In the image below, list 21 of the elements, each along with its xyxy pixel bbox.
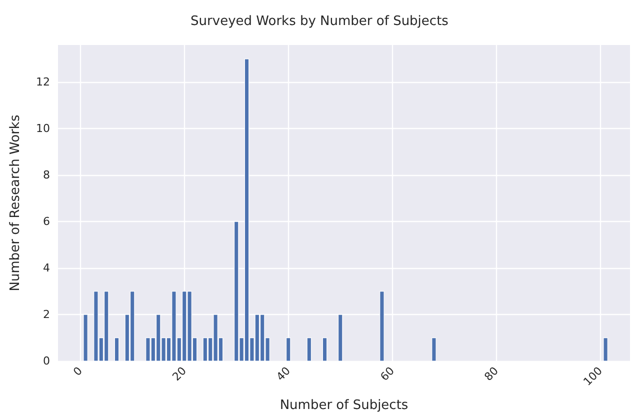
x-tick-label: 80 [482, 364, 501, 384]
y-tick-label: 12 [36, 76, 50, 89]
y-tick-label: 10 [36, 122, 50, 136]
x-tick-label: 20 [170, 364, 189, 384]
x-tick-label: 40 [274, 364, 293, 384]
chart-title: Surveyed Works by Number of Subjects [190, 14, 449, 29]
bar [432, 337, 436, 362]
bar [114, 337, 120, 362]
bar [306, 337, 312, 362]
y-tick-label: 8 [43, 168, 50, 182]
x-tick-label: 0 [70, 364, 85, 379]
bar [322, 337, 328, 362]
x-tick-label: 60 [378, 364, 397, 384]
y-tick-label: 0 [43, 354, 50, 368]
x-tick-label: 100 [580, 364, 605, 388]
bar [603, 337, 608, 362]
y-tick-label: 2 [43, 308, 50, 322]
y-tick-label: 6 [43, 215, 50, 228]
y-tick-label: 4 [43, 262, 50, 275]
y-axis-title: Number of Research Works [8, 114, 23, 292]
x-axis-title: Number of Subjects [280, 398, 408, 413]
